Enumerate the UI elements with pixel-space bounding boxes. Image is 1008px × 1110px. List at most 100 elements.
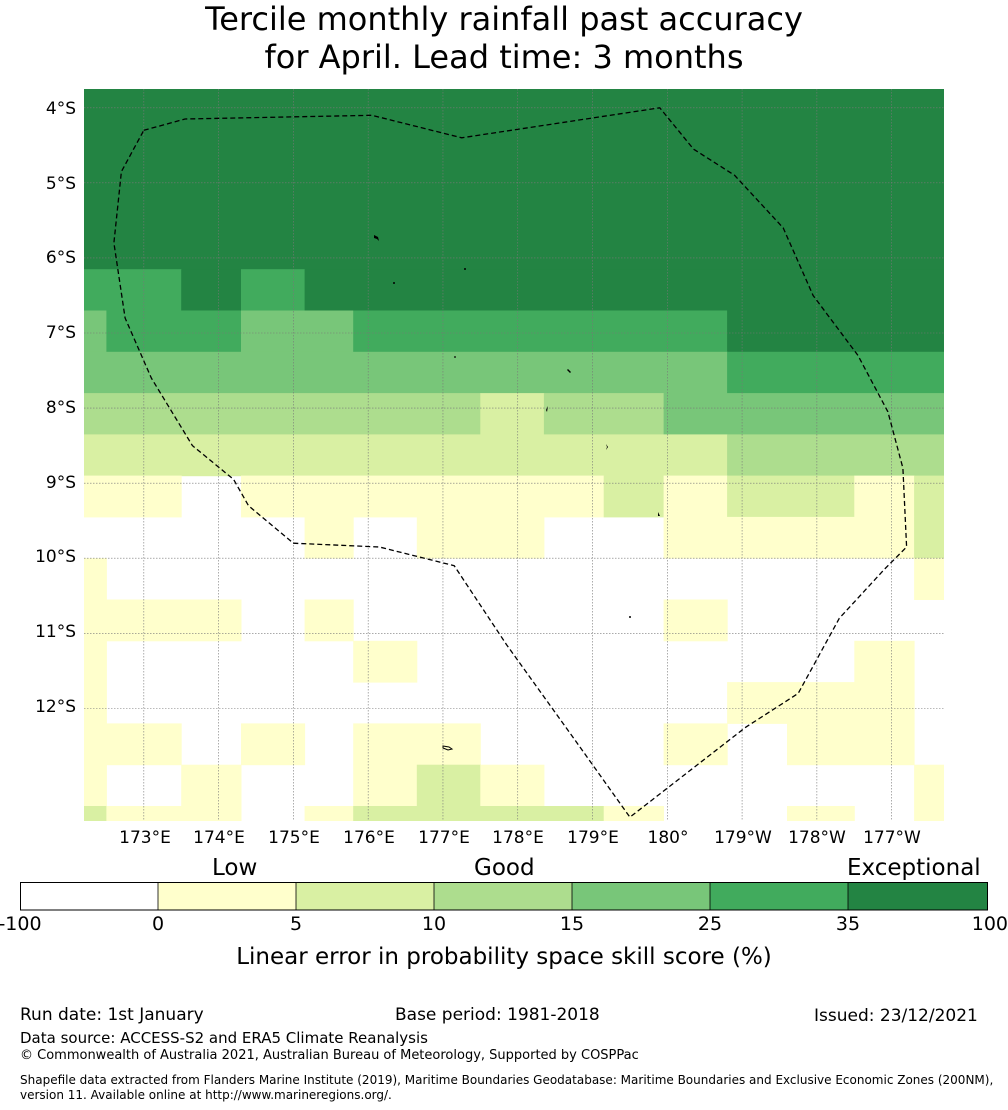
colorbar-category-low: Low — [212, 855, 258, 881]
shapefile-credit: Shapefile data extracted from Flanders M… — [20, 1073, 994, 1087]
colorbar-tick: 100 — [971, 913, 1008, 935]
colorbar-segment — [20, 882, 158, 910]
skill-cell — [416, 764, 481, 807]
skill-cell — [914, 806, 944, 821]
lon-label: 178°E — [492, 828, 544, 848]
colorbar-segment — [848, 882, 988, 910]
colorbar-frame — [20, 882, 988, 911]
skill-cell — [914, 764, 944, 807]
colorbar-tick: 25 — [697, 913, 723, 935]
skill-cell — [181, 764, 242, 807]
graticule — [84, 89, 944, 821]
lat-label: 4°S — [45, 99, 76, 119]
skill-cell — [106, 310, 242, 353]
colorbar-segment — [434, 882, 572, 910]
skill-cell — [304, 269, 944, 311]
colorbar-tick: 15 — [559, 913, 585, 935]
skill-cell — [603, 475, 664, 518]
lon-label: 180° — [647, 828, 689, 848]
eez-boundary — [113, 107, 908, 819]
skill-cell — [84, 310, 107, 353]
skill-cell — [241, 269, 306, 311]
skill-cell — [727, 351, 944, 394]
skill-cell — [663, 393, 944, 435]
lat-label: 5°S — [45, 174, 76, 194]
skill-cell — [84, 806, 107, 821]
island — [374, 235, 379, 241]
island — [464, 268, 466, 270]
skill-cell — [304, 599, 354, 642]
skill-cell — [241, 310, 354, 353]
skill-cell — [787, 806, 855, 821]
skill-cell — [353, 806, 605, 821]
lon-label: 175°E — [268, 828, 320, 848]
map-title-line2: for April. Lead time: 3 months — [264, 38, 744, 76]
island — [606, 444, 608, 450]
colorbar-dividers — [157, 882, 849, 910]
colorbar-label: Linear error in probability space skill … — [236, 944, 772, 970]
island — [567, 369, 571, 373]
colorbar-tick: 0 — [151, 913, 165, 935]
colorbar-category-good: Good — [474, 855, 535, 881]
skill-cell — [663, 723, 728, 766]
skill-cell — [84, 269, 182, 311]
data-source: Data source: ACCESS-S2 and ERA5 Climate … — [20, 1029, 428, 1047]
lon-label: 174°E — [193, 828, 245, 848]
skill-cell — [727, 310, 944, 353]
skill-cell — [543, 393, 665, 435]
lat-label: 7°S — [45, 323, 76, 343]
colorbar — [20, 882, 988, 911]
skill-cell — [914, 475, 944, 518]
skill-cell — [84, 434, 728, 477]
island — [454, 356, 456, 358]
skill-cell — [84, 558, 107, 600]
island — [442, 745, 454, 751]
islands — [374, 235, 660, 751]
skill-cell — [416, 516, 545, 559]
lon-label: 177°E — [418, 828, 470, 848]
island — [658, 512, 660, 516]
skill-cell — [854, 640, 915, 683]
colorbar-segment — [158, 882, 296, 910]
skill-cell — [181, 269, 242, 311]
colorbar-category-exceptional: Exceptional — [847, 855, 981, 881]
skill-cell — [353, 764, 418, 807]
lon-label: 179°W — [714, 828, 772, 848]
lon-label: 173°E — [119, 828, 171, 848]
skill-cell — [727, 434, 944, 477]
skill-cell — [787, 723, 915, 766]
colorbar-tick: 10 — [421, 913, 447, 935]
skill-cell — [353, 310, 728, 353]
shapefile-credit: version 11. Available online at http://w… — [20, 1088, 392, 1102]
colorbar-tick: -100 — [0, 913, 42, 935]
colorbar-segment — [710, 882, 848, 910]
map-title-line1: Tercile monthly rainfall past accuracy — [205, 0, 803, 38]
lon-label: 177°W — [863, 828, 921, 848]
skill-cell — [727, 475, 855, 518]
skill-cell — [241, 723, 306, 766]
skill-cell — [84, 351, 728, 394]
skill-cell — [480, 764, 545, 807]
skill-cell — [84, 599, 242, 642]
skill-cell — [84, 640, 107, 821]
lat-label: 10°S — [35, 547, 76, 567]
issued-date: Issued: 23/12/2021 — [814, 1006, 978, 1026]
colorbar-segment — [572, 882, 710, 910]
skill-cells — [84, 89, 944, 821]
island — [393, 282, 395, 284]
lat-label: 8°S — [45, 398, 76, 418]
island — [546, 406, 548, 412]
island — [629, 616, 631, 618]
lon-label: 178°W — [788, 828, 846, 848]
colorbar-tick: 5 — [289, 913, 303, 935]
skill-cell — [480, 393, 545, 435]
skill-cell — [353, 640, 418, 683]
skill-cell — [727, 682, 915, 724]
lat-label: 6°S — [45, 248, 76, 268]
skill-cell — [84, 89, 944, 270]
skill-score-map — [84, 89, 944, 821]
lon-label: 179°E — [567, 828, 619, 848]
copyright: © Commonwealth of Australia 2021, Austra… — [20, 1048, 639, 1063]
skill-cell — [663, 599, 728, 642]
skill-cell — [84, 393, 481, 435]
